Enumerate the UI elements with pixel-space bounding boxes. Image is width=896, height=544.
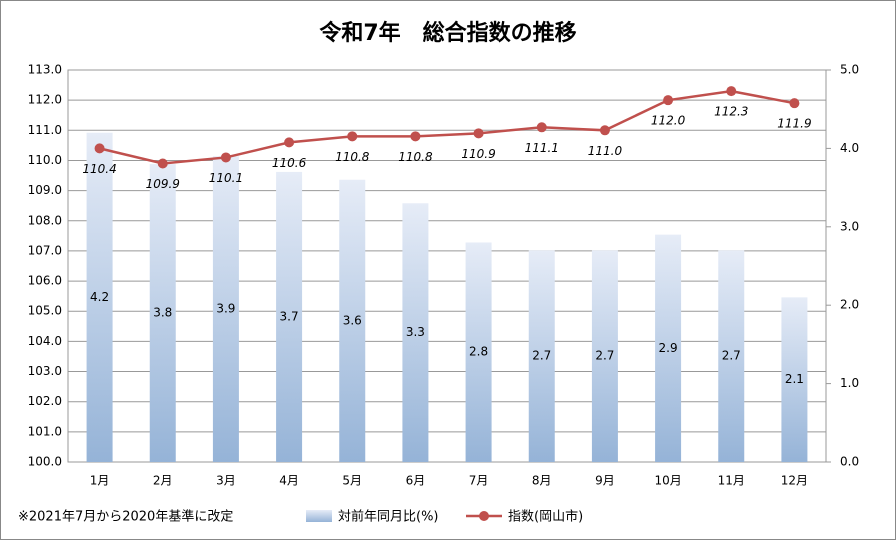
bar-value-label: 3.8 — [153, 306, 172, 320]
y2-tick-label: 5.0 — [840, 63, 859, 77]
y-tick-label: 102.0 — [28, 394, 62, 408]
bar-value-label: 4.2 — [90, 290, 109, 304]
bar-value-label: 3.7 — [280, 309, 299, 323]
line-value-label: 112.3 — [714, 105, 748, 119]
x-tick-label: 4月 — [279, 474, 299, 488]
y-tick-label: 104.0 — [28, 334, 62, 348]
bar — [781, 297, 808, 462]
bar — [212, 156, 239, 463]
y2-tick-label: 4.0 — [840, 141, 859, 155]
x-tick-label: 6月 — [406, 474, 426, 488]
line-point — [410, 131, 421, 142]
line-value-label: 109.9 — [146, 177, 180, 191]
y-tick-label: 100.0 — [28, 455, 62, 469]
line-point — [220, 152, 231, 163]
y-tick-label: 101.0 — [28, 424, 62, 438]
y-tick-label: 110.0 — [28, 153, 62, 167]
line-value-label: 111.9 — [777, 117, 811, 131]
y2-tick-label: 1.0 — [840, 376, 859, 390]
bar-value-label: 2.7 — [595, 349, 614, 363]
line-point — [726, 86, 737, 97]
bar — [591, 250, 618, 462]
line-value-label: 110.4 — [82, 162, 116, 176]
bar-value-label: 3.3 — [406, 325, 425, 339]
line-value-label: 110.8 — [335, 150, 370, 164]
line-point — [663, 95, 674, 106]
bar — [528, 250, 555, 462]
bar — [655, 234, 682, 462]
x-tick-label: 11月 — [718, 474, 745, 488]
x-tick-label: 1月 — [90, 474, 110, 488]
line-point — [473, 128, 484, 139]
y-tick-label: 112.0 — [28, 93, 62, 107]
line-point — [157, 158, 168, 169]
x-tick-label: 8月 — [532, 474, 552, 488]
line — [99, 89, 795, 165]
bar — [276, 171, 303, 463]
line-point — [94, 143, 105, 154]
y-tick-label: 109.0 — [28, 183, 62, 197]
line-value-label: 110.9 — [461, 147, 495, 161]
y-tick-label: 108.0 — [28, 213, 62, 227]
bar — [339, 179, 366, 462]
y2-tick-label: 2.0 — [840, 298, 859, 312]
line-point — [536, 122, 547, 133]
y2-tick-label: 0.0 — [840, 455, 859, 469]
bar-value-label: 2.7 — [722, 349, 741, 363]
y-tick-label: 106.0 — [28, 274, 62, 288]
bar — [402, 203, 429, 462]
y-tick-label: 105.0 — [28, 304, 62, 318]
chart-title: 令和7年 総合指数の推移 — [319, 20, 576, 46]
x-tick-label: 10月 — [654, 474, 681, 488]
line-point — [789, 98, 800, 109]
x-tick-label: 7月 — [469, 474, 489, 488]
line-value-label: 110.6 — [272, 156, 307, 170]
line-point — [599, 125, 610, 136]
bar-value-label: 3.9 — [216, 302, 235, 316]
line-point — [284, 137, 295, 148]
bar — [149, 164, 176, 462]
x-tick-label: 9月 — [595, 474, 615, 488]
x-tick-label: 5月 — [342, 474, 362, 488]
bar — [718, 250, 745, 462]
annotation: ※2021年7月から2020年基準に改定 — [18, 509, 233, 525]
y-tick-label: 113.0 — [28, 63, 62, 77]
bar-value-label: 2.9 — [659, 341, 678, 355]
legend-swatch — [306, 510, 332, 522]
x-tick-label: 12月 — [781, 474, 808, 488]
line-value-label: 112.0 — [651, 114, 686, 128]
x-tick-label: 3月 — [216, 474, 236, 488]
y2-tick-label: 3.0 — [840, 219, 859, 233]
y-tick-label: 111.0 — [28, 123, 62, 137]
plot-area — [67, 69, 827, 463]
bar-value-label: 2.7 — [532, 349, 551, 363]
bar — [465, 242, 492, 462]
bar-value-label: 3.6 — [343, 313, 362, 327]
bar — [86, 132, 113, 462]
line-value-label: 111.1 — [525, 141, 559, 155]
bar-value-label: 2.1 — [785, 372, 804, 386]
legend-label: 指数(岡山市) — [508, 509, 583, 525]
y-tick-label: 107.0 — [28, 243, 62, 257]
bar-value-label: 2.8 — [469, 345, 488, 359]
line-value-label: 111.0 — [588, 144, 623, 158]
legend-swatch-point — [479, 511, 489, 521]
line-value-label: 110.8 — [398, 150, 433, 164]
line-point — [347, 131, 358, 142]
line-value-label: 110.1 — [209, 171, 243, 185]
x-tick-label: 2月 — [153, 474, 173, 488]
y-tick-label: 103.0 — [28, 364, 62, 378]
legend-label: 対前年同月比(%) — [338, 509, 439, 525]
